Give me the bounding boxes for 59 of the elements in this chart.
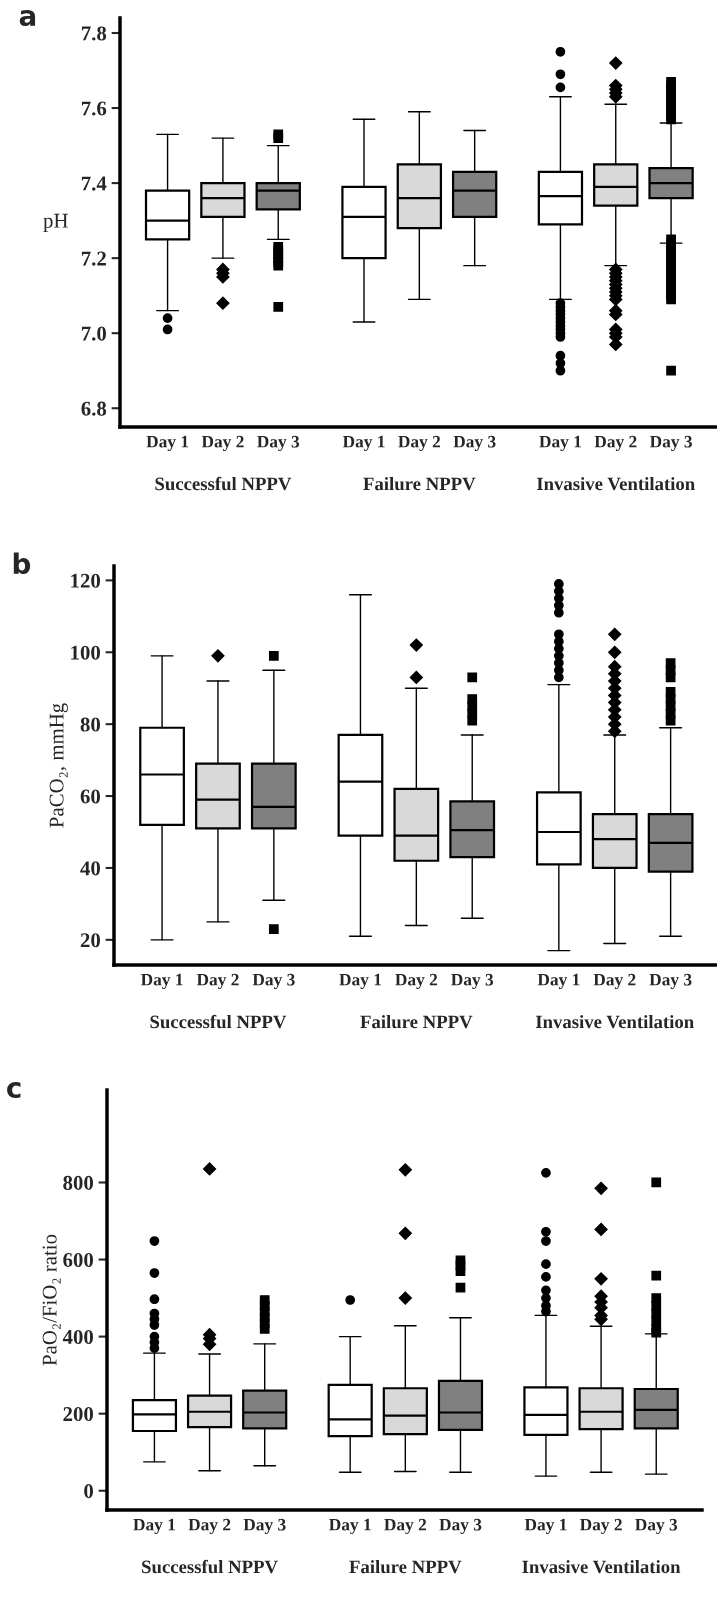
y-tick-label: 80 [80, 717, 101, 732]
y-tick-label: 600 [63, 1252, 94, 1267]
x-tick-label: Failure NPPV [363, 477, 476, 491]
text: Day 3 [439, 1518, 482, 1535]
text: Day 2 [196, 973, 239, 990]
x-tick-label: Failure NPPV [349, 1560, 462, 1574]
text: Day 2 [384, 1518, 427, 1535]
x-tick-label: Successful NPPV [142, 1559, 278, 1574]
text: Day 3 [453, 435, 496, 452]
text: Day 1 [140, 973, 183, 990]
y-tick-label: 7.8 [81, 26, 107, 41]
text: Day 2 [579, 1518, 622, 1535]
y-axis-title: PaO₂/FiO₂ ratio [42, 1234, 61, 1366]
text: Day 1 [524, 1518, 567, 1535]
y-tick-label: 40 [80, 861, 101, 876]
y-axis-title: PaCO₂, mmHg [49, 703, 68, 828]
chart-title: a [19, 10, 36, 27]
text: Day 1 [329, 1518, 371, 1535]
text: Day 3 [252, 973, 295, 990]
y-tick-label: 20 [80, 933, 101, 948]
x-tick-label: Successful NPPV [155, 476, 292, 491]
y-tick-label: 0 [84, 1484, 94, 1499]
x-tick-label: Invasive Ventilation [536, 477, 695, 491]
text: Day 1 [133, 1518, 175, 1535]
text: Day 3 [243, 1518, 286, 1535]
chart-title: c [7, 1082, 21, 1099]
x-tick-label: Invasive Ventilation [522, 1560, 681, 1574]
y-tick-label: 7.0 [81, 326, 107, 341]
text: Day 2 [395, 973, 438, 990]
y-tick-label: 6.8 [81, 401, 107, 416]
y-tick-label: 800 [63, 1175, 94, 1190]
y-tick-label: 200 [63, 1407, 94, 1422]
text: Day 3 [635, 1518, 678, 1535]
y-tick-label: 100 [71, 645, 101, 660]
x-tick-label: Failure NPPV [360, 1015, 473, 1029]
chart-title: b [13, 552, 31, 575]
x-tick-label: Successful NPPV [150, 1014, 287, 1029]
text: Day 1 [537, 973, 580, 990]
text: Day 3 [649, 973, 692, 990]
text: Day 2 [593, 973, 636, 990]
text: Day 2 [188, 1518, 231, 1535]
y-tick-label: 120 [71, 573, 101, 588]
y-axis-title: pH [43, 213, 68, 232]
text: Day 3 [451, 973, 494, 990]
text: Day 1 [539, 435, 581, 452]
y-tick-label: 7.2 [81, 251, 106, 266]
y-tick-label: 7.6 [81, 101, 107, 116]
y-tick-label: 400 [62, 1329, 94, 1345]
y-tick-label: 60 [80, 789, 101, 804]
text: Day 1 [146, 435, 189, 452]
x-tick-label: Invasive Ventilation [535, 1015, 694, 1029]
text: Day 2 [201, 435, 244, 452]
text: Day 3 [257, 435, 300, 452]
text: Day 1 [342, 435, 385, 452]
y-tick-label: 7.4 [81, 176, 107, 191]
text: Day 2 [398, 435, 441, 452]
text: Day 1 [339, 973, 382, 990]
text: Day 3 [649, 435, 692, 452]
text: Day 2 [594, 435, 637, 452]
